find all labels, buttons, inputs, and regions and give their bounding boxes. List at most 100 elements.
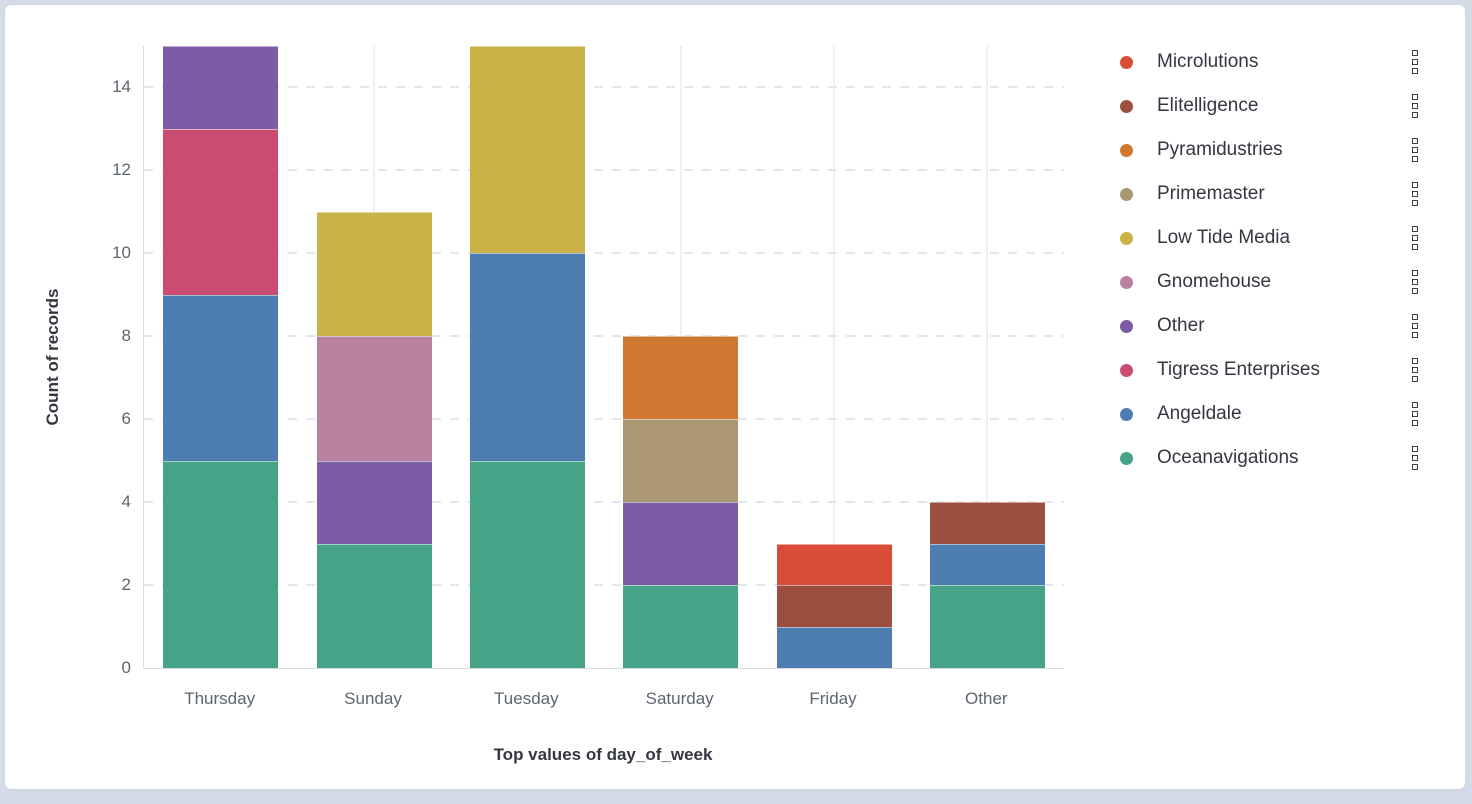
bar-segment-gnomehouse[interactable]: [316, 336, 432, 461]
legend-actions-square: [1412, 411, 1418, 417]
x-tick-label: Friday: [809, 689, 857, 708]
bar-segment-angeldale[interactable]: [776, 626, 892, 668]
legend-item-label[interactable]: Angeldale: [1157, 403, 1242, 424]
chart-stage: Count of records 0 2 4 6 8 10 12 14 Thursday Sun…: [5, 5, 1465, 789]
legend-item: Primemaster: [1106, 172, 1465, 216]
legend-actions-square: [1412, 279, 1418, 285]
y-tick-label: 10: [112, 243, 131, 263]
legend-actions-icon[interactable]: [1410, 92, 1420, 120]
legend-item-label[interactable]: Microlutions: [1157, 51, 1259, 72]
legend-actions-square: [1412, 446, 1418, 452]
bar-segment-pyramidustries[interactable]: [623, 336, 739, 420]
y-tick-label: 6: [121, 409, 131, 429]
legend-actions-square: [1412, 112, 1418, 118]
plot-area: [143, 46, 1064, 669]
y-tick-label: 4: [121, 492, 131, 512]
legend-actions-square: [1412, 147, 1418, 153]
bar-segment-angeldale[interactable]: [469, 253, 585, 461]
legend-color-dot: [1120, 451, 1133, 465]
bar-segment-low-tide-media[interactable]: [469, 46, 585, 254]
bar-segment-other[interactable]: [163, 46, 279, 129]
legend-actions-icon[interactable]: [1410, 312, 1420, 340]
bar-segment-tigress-enterprises[interactable]: [163, 128, 279, 295]
y-grid-line: [144, 169, 1064, 172]
legend-actions-square: [1412, 323, 1418, 329]
legend-actions-square: [1412, 244, 1418, 250]
y-axis-title: Count of records: [43, 288, 62, 426]
bar-segment-oceanavigations[interactable]: [469, 460, 585, 668]
bar-thursday: [163, 46, 279, 668]
bar-segment-other[interactable]: [623, 502, 739, 586]
legend-actions-icon[interactable]: [1410, 268, 1420, 296]
legend-actions-icon[interactable]: [1410, 224, 1420, 252]
legend-color-dot: [1120, 55, 1133, 69]
legend-actions-square: [1412, 68, 1418, 74]
y-tick-label: 2: [121, 575, 131, 595]
legend-item-label[interactable]: Elitelligence: [1157, 95, 1259, 116]
legend-color-dot: [1120, 363, 1133, 377]
legend-item: Tigress Enterprises: [1106, 348, 1465, 392]
legend-actions-square: [1412, 182, 1418, 188]
y-tick-label: 8: [121, 326, 131, 346]
legend-actions-icon[interactable]: [1410, 180, 1420, 208]
bar-segment-oceanavigations[interactable]: [929, 585, 1045, 668]
bar-segment-primemaster[interactable]: [623, 419, 739, 503]
legend-item-label[interactable]: Tigress Enterprises: [1157, 359, 1320, 380]
y-grid-line: [144, 86, 1064, 89]
bar-segment-low-tide-media[interactable]: [316, 211, 432, 337]
legend-item-label[interactable]: Primemaster: [1157, 183, 1265, 204]
legend-actions-square: [1412, 332, 1418, 338]
legend-actions-square: [1412, 288, 1418, 294]
legend-actions-square: [1412, 367, 1418, 373]
x-axis-title: Top values of day_of_week: [493, 745, 713, 764]
visualization-panel: Count of records 0 2 4 6 8 10 12 14 Thursday Sun…: [4, 4, 1466, 790]
legend-actions-square: [1412, 94, 1418, 100]
bar-segment-angeldale[interactable]: [929, 543, 1045, 586]
legend-actions-icon[interactable]: [1410, 48, 1420, 76]
legend-actions-square: [1412, 191, 1418, 197]
bar-segment-elitelligence[interactable]: [776, 585, 892, 627]
legend-actions-square: [1412, 103, 1418, 109]
legend-item: Microlutions: [1106, 40, 1465, 84]
legend-item-label[interactable]: Gnomehouse: [1157, 271, 1272, 292]
legend-color-dot: [1120, 143, 1133, 157]
legend-color-dot: [1120, 231, 1133, 245]
bar-segment-oceanavigations[interactable]: [316, 543, 432, 668]
y-tick-label: 14: [112, 77, 131, 97]
bar-segment-oceanavigations[interactable]: [623, 585, 739, 668]
legend-actions-square: [1412, 420, 1418, 426]
x-tick-label: Tuesday: [494, 689, 559, 708]
legend-actions-square: [1412, 455, 1418, 461]
legend-item-label[interactable]: Pyramidustries: [1157, 139, 1283, 160]
legend-actions-icon[interactable]: [1410, 136, 1420, 164]
legend-item-label[interactable]: Oceanavigations: [1157, 447, 1299, 468]
legend-color-dot: [1120, 275, 1133, 289]
legend-item-label[interactable]: Low Tide Media: [1157, 227, 1291, 248]
y-grid-line: [144, 335, 1064, 338]
x-grid-line: [986, 46, 989, 668]
x-tick-label: Saturday: [645, 689, 714, 708]
bar-segment-oceanavigations[interactable]: [163, 460, 279, 668]
legend-item: Angeldale: [1106, 392, 1465, 436]
legend-color-dot: [1120, 187, 1133, 201]
bar-segment-angeldale[interactable]: [163, 294, 279, 461]
x-tick-label: Thursday: [184, 689, 256, 708]
legend-actions-icon[interactable]: [1410, 356, 1420, 384]
x-grid-line: [833, 46, 835, 668]
legend-item-label[interactable]: Other: [1157, 315, 1205, 336]
legend-item: Gnomehouse: [1106, 260, 1465, 304]
legend: Microlutions Elitelligence Pyramidustries P…: [1106, 40, 1465, 480]
legend-actions-icon[interactable]: [1410, 444, 1420, 472]
legend-color-dot: [1120, 319, 1133, 333]
bar-segment-elitelligence[interactable]: [929, 502, 1045, 544]
legend-item: Low Tide Media: [1106, 216, 1465, 260]
bar-segment-microlutions[interactable]: [776, 543, 892, 586]
legend-actions-square: [1412, 50, 1418, 56]
x-tick-label: Other: [965, 689, 1008, 708]
legend-actions-square: [1412, 156, 1418, 162]
x-tick-label: Sunday: [344, 689, 402, 708]
bar-other: [929, 502, 1045, 668]
legend-actions-icon[interactable]: [1410, 400, 1420, 428]
legend-actions-square: [1412, 270, 1418, 276]
bar-segment-other[interactable]: [316, 460, 432, 544]
